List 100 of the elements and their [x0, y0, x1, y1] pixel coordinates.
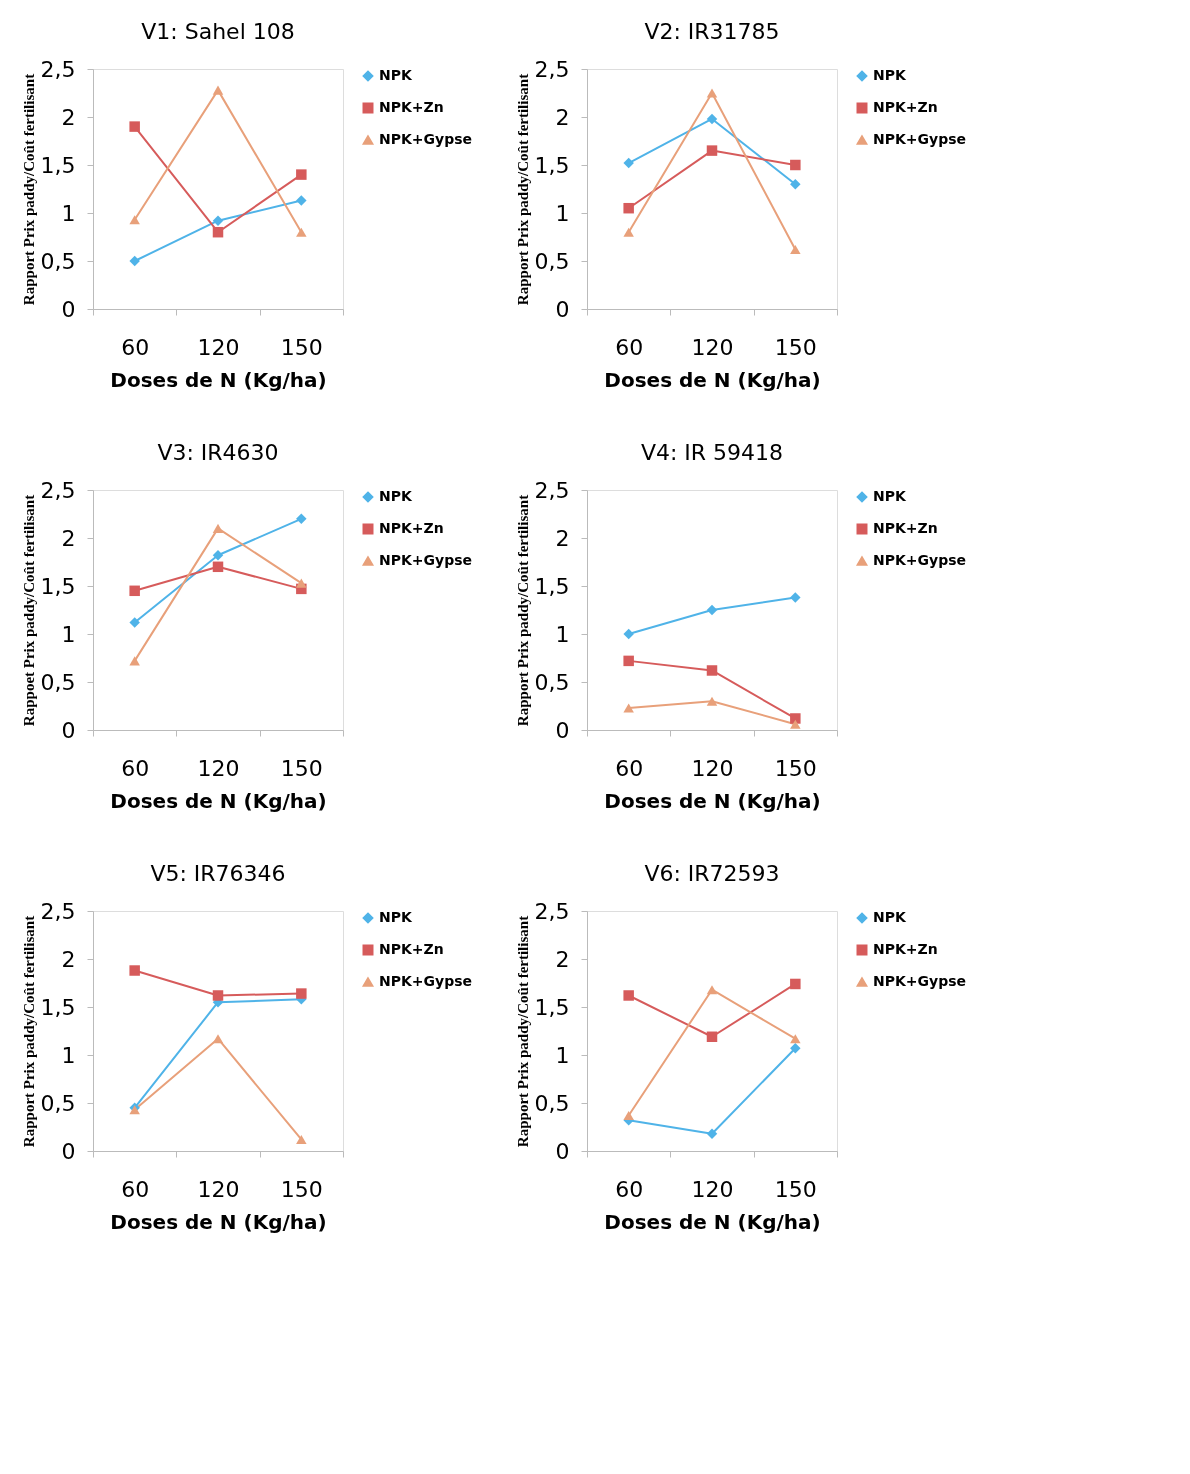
point [296, 227, 307, 237]
x-tick-label: 120 [691, 755, 734, 781]
y-tick-label: 2,5 [40, 477, 76, 503]
legend-label: NPK+Zn [873, 520, 938, 536]
y-tick-label: 1,5 [40, 152, 76, 178]
legend-label: NPK+Zn [379, 941, 444, 957]
x-tick-label: 120 [197, 1176, 240, 1202]
point [296, 988, 307, 999]
point [212, 1034, 224, 1044]
point [706, 696, 718, 706]
y-tick-label: 0 [555, 1138, 570, 1164]
point [790, 244, 801, 255]
point [623, 1110, 634, 1121]
y-tick-label: 0 [61, 296, 76, 322]
y-axis-title: Rapport Prix paddy/Coût fertilisant [20, 915, 37, 1148]
point [129, 965, 140, 976]
x-tick-label: 120 [691, 334, 734, 360]
legend-label: NPK [379, 67, 413, 83]
x-tick-label: 150 [774, 755, 817, 781]
legend-label: NPK [873, 488, 907, 504]
x-tick-label: 60 [615, 1176, 644, 1202]
y-tick-label: 2 [61, 525, 76, 551]
point [212, 990, 224, 1001]
chart-title: V6: IR72593 [644, 861, 780, 886]
point [790, 719, 801, 729]
legend-label: NPK+Gypse [379, 552, 473, 568]
point [212, 85, 224, 95]
y-tick-label: 2,5 [40, 56, 76, 82]
legend-label: NPK+Gypse [873, 552, 967, 568]
y-tick-label: 2,5 [534, 477, 570, 503]
point [623, 990, 634, 1001]
legend-label: NPK+Gypse [873, 131, 967, 147]
point [706, 665, 718, 676]
y-tick-label: 1 [61, 621, 76, 647]
point [212, 550, 224, 561]
y-tick-label: 2 [61, 104, 76, 130]
point [296, 578, 307, 588]
y-tick-label: 1 [61, 200, 76, 226]
y-tick-label: 1,5 [40, 573, 76, 599]
point [790, 978, 801, 990]
point [129, 255, 140, 267]
x-tick-label: 60 [615, 334, 644, 360]
point [212, 215, 224, 226]
y-tick-label: 1,5 [534, 152, 570, 178]
legend-label: NPK+Zn [379, 520, 444, 536]
legend-label: NPK+Zn [873, 99, 938, 115]
point [296, 513, 307, 525]
x-axis-title: Doses de N (Kg/ha) [110, 788, 327, 813]
legend-label: NPK [379, 909, 413, 925]
point [706, 145, 718, 156]
y-axis-title: Rapport Prix paddy/Coût fertilisant [514, 915, 531, 1148]
chart-title: V3: IR4630 [157, 440, 279, 465]
chart-title: V4: IR 59418 [640, 440, 784, 465]
legend-label: NPK+Gypse [873, 973, 967, 989]
chart-title: V1: Sahel 108 [141, 19, 295, 44]
x-tick-label: 60 [121, 1176, 150, 1202]
legend-label: NPK+Gypse [379, 131, 473, 147]
legend-label: NPK+Zn [873, 941, 938, 957]
point [706, 985, 718, 995]
x-axis-title: Doses de N (Kg/ha) [110, 1209, 327, 1234]
point [296, 195, 307, 206]
y-tick-label: 2 [555, 525, 570, 551]
legend-label: NPK+Gypse [379, 973, 473, 989]
point [623, 655, 634, 667]
point [706, 604, 718, 616]
y-tick-label: 2 [555, 946, 570, 972]
chart-title: V5: IR76346 [150, 861, 286, 886]
legend-label: NPK+Zn [379, 99, 444, 115]
point [706, 113, 718, 125]
x-tick-label: 150 [280, 334, 323, 360]
x-tick-label: 150 [774, 334, 817, 360]
y-axis-title: Rapport Prix paddy/Coût fertilisant [514, 73, 531, 306]
point [129, 617, 140, 628]
y-tick-label: 2 [555, 104, 570, 130]
x-axis-title: Doses de N (Kg/ha) [604, 788, 821, 813]
y-tick-label: 2,5 [534, 898, 570, 924]
y-axis-title: Rappoet Prix paddy/Coût fertilisant [20, 494, 37, 727]
point [706, 1128, 718, 1139]
y-tick-label: 2,5 [40, 898, 76, 924]
y-tick-label: 1 [555, 1042, 570, 1068]
point [706, 88, 718, 98]
point [790, 1034, 801, 1044]
point [790, 713, 801, 724]
x-tick-label: 120 [197, 334, 240, 360]
point [212, 226, 224, 238]
y-tick-label: 1 [61, 1042, 76, 1068]
point [296, 169, 307, 180]
x-axis-title: Doses de N (Kg/ha) [110, 367, 327, 392]
y-tick-label: 1,5 [534, 994, 570, 1020]
y-tick-label: 2 [61, 946, 76, 972]
x-tick-label: 150 [774, 1176, 817, 1202]
legend-label: NPK [873, 909, 907, 925]
y-tick-label: 0 [555, 296, 570, 322]
point [623, 227, 634, 237]
y-tick-label: 1,5 [534, 573, 570, 599]
y-tick-label: 0 [61, 1138, 76, 1164]
x-tick-label: 60 [121, 755, 150, 781]
legend-label: NPK [379, 488, 413, 504]
y-tick-label: 0,5 [534, 1090, 570, 1116]
point [790, 592, 801, 603]
